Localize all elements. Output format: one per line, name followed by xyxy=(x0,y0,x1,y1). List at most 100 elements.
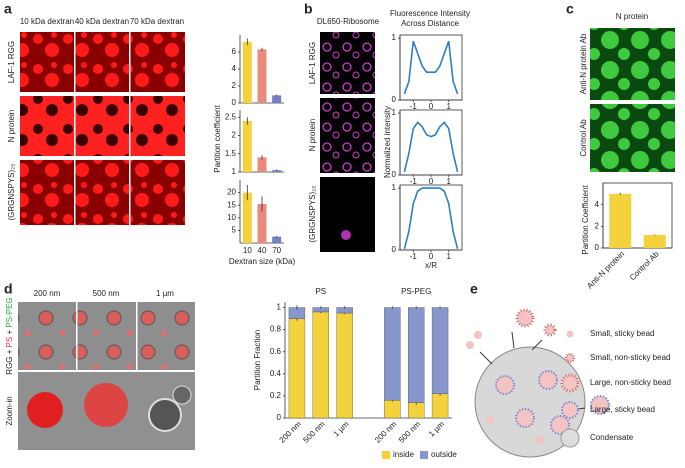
y-tick-label: 0.6 xyxy=(270,347,282,356)
x-tick-label: 0 xyxy=(429,252,434,261)
line xyxy=(403,187,459,249)
y-tick-label: 0.4 xyxy=(270,369,282,378)
bar xyxy=(242,192,252,243)
images xyxy=(18,28,675,450)
bar xyxy=(242,41,252,103)
column-title: 10 kDa dextran xyxy=(20,17,74,26)
column-title: 500 nm xyxy=(93,289,120,298)
bar xyxy=(272,236,282,243)
y-tick-label: 0.2 xyxy=(270,391,282,400)
x-tick-label: 0 xyxy=(429,102,434,111)
x-tick-label: 1 µm xyxy=(427,419,446,438)
bar-segment xyxy=(384,307,401,401)
row-label: Anti-N protein Ab xyxy=(579,33,588,94)
y-tick-label: 20 xyxy=(227,188,236,197)
panel-title: DL650-Ribosome xyxy=(317,17,380,26)
y-tick-label: 1 xyxy=(392,108,397,117)
y-tick-label: 0 xyxy=(595,243,600,252)
legend-label: Large, sticky bead xyxy=(590,405,655,414)
y-tick-label: 0 xyxy=(392,245,397,254)
bar-segment xyxy=(408,402,425,419)
group-label: PS xyxy=(315,287,326,296)
legend-label: Large, non-sticky bead xyxy=(590,378,671,387)
y-tick-label: 4 xyxy=(595,200,600,209)
y-tick-label: 10 xyxy=(227,213,236,222)
x-tick-label: 40 xyxy=(258,246,267,255)
y-tick-label: 1 xyxy=(277,303,282,312)
legend-label: Small, sticky bead xyxy=(590,329,654,338)
chart-title: Fluorescence Intensity xyxy=(390,9,470,18)
panel-label: b xyxy=(304,1,313,17)
y-tick-label: 0 xyxy=(232,98,237,107)
bar-segment xyxy=(288,318,306,419)
panel-label: c xyxy=(566,1,574,17)
x-tick-label: 500 nm xyxy=(397,419,422,444)
row-label: LAF-1 RGG xyxy=(7,41,16,83)
label-part: + xyxy=(5,329,14,334)
chart-title: Across Distance xyxy=(401,19,459,28)
row-label: (GRGNSPYS)₂₅ xyxy=(7,164,16,221)
row-label: N protein xyxy=(308,119,317,151)
row-label: LAF-1 RGG xyxy=(308,42,317,84)
y-tick-label: 2 xyxy=(232,81,237,90)
y-tick-label: 0.8 xyxy=(270,325,282,334)
plot-frame xyxy=(399,109,463,176)
bar xyxy=(257,49,267,103)
y-tick-label: 1.5 xyxy=(225,149,237,158)
x-tick-label: 1 xyxy=(446,102,451,111)
bar-segment xyxy=(384,400,401,419)
legend-label: Condensate xyxy=(590,433,634,442)
y-tick-label: 4 xyxy=(232,64,237,73)
y-tick-label: 1 xyxy=(392,33,397,42)
plot-frame xyxy=(602,182,673,249)
y-tick-label: 2 xyxy=(595,221,600,230)
bar xyxy=(257,157,267,172)
row-label: Zoom-in xyxy=(5,396,14,425)
y-axis-label: Partition Fraction xyxy=(253,330,262,390)
bar-segment xyxy=(336,312,353,419)
y-tick-label: 1 xyxy=(232,167,237,176)
labels: a b c d e 10 kDa dextran 40 kDa dextran … xyxy=(4,1,671,442)
bar xyxy=(643,235,666,248)
label-part: PS-PEG xyxy=(5,297,14,327)
y-axis-label: Partition Coefficient xyxy=(581,185,590,255)
row-label: Control Ab xyxy=(579,119,588,157)
legend-label: Small, non-sticky bead xyxy=(590,353,670,362)
y-tick-label: 15 xyxy=(227,200,236,209)
row-label: RGG + PS + PS-PEG xyxy=(5,297,14,374)
y-axis-label: Partition coefficient xyxy=(213,105,222,173)
bar xyxy=(609,193,632,248)
y-tick-label: 0 xyxy=(392,170,397,179)
x-tick-label: 1 xyxy=(446,252,451,261)
legend-swatch xyxy=(382,451,390,459)
label-part: RGG + xyxy=(5,349,14,374)
x-tick-label: 200 nm xyxy=(373,419,398,444)
bar xyxy=(242,120,252,172)
y-tick-label: 0 xyxy=(392,95,397,104)
panel-label: d xyxy=(4,281,13,297)
legend-label: inside xyxy=(393,450,414,459)
x-tick-label: 70 xyxy=(272,246,281,255)
plot-frame xyxy=(399,184,463,251)
y-axis-label: Normalized intensity xyxy=(383,106,392,178)
y-tick-label: 1 xyxy=(392,183,397,192)
y-tick-label: 6 xyxy=(232,47,237,56)
y-tick-label: 2.5 xyxy=(225,112,237,121)
x-tick-label: Anti-N protein xyxy=(585,250,626,291)
column-title: 1 µm xyxy=(156,289,174,298)
bar xyxy=(272,95,282,103)
x-axis-label: x/R xyxy=(425,261,437,270)
label-part: PS xyxy=(5,337,14,348)
y-tick-label: 0 xyxy=(277,413,282,422)
line xyxy=(403,121,459,173)
x-tick-label: -1 xyxy=(410,252,418,261)
bar xyxy=(257,203,267,243)
panel-label: a xyxy=(4,1,12,17)
x-tick-label: 0 xyxy=(429,177,434,186)
x-tick-label: Control Ab xyxy=(628,249,661,282)
group-label: PS-PEG xyxy=(401,287,431,296)
bar-segment xyxy=(431,393,449,419)
diagram xyxy=(466,308,610,458)
x-axis-label: Dextran size (kDa) xyxy=(229,257,296,266)
